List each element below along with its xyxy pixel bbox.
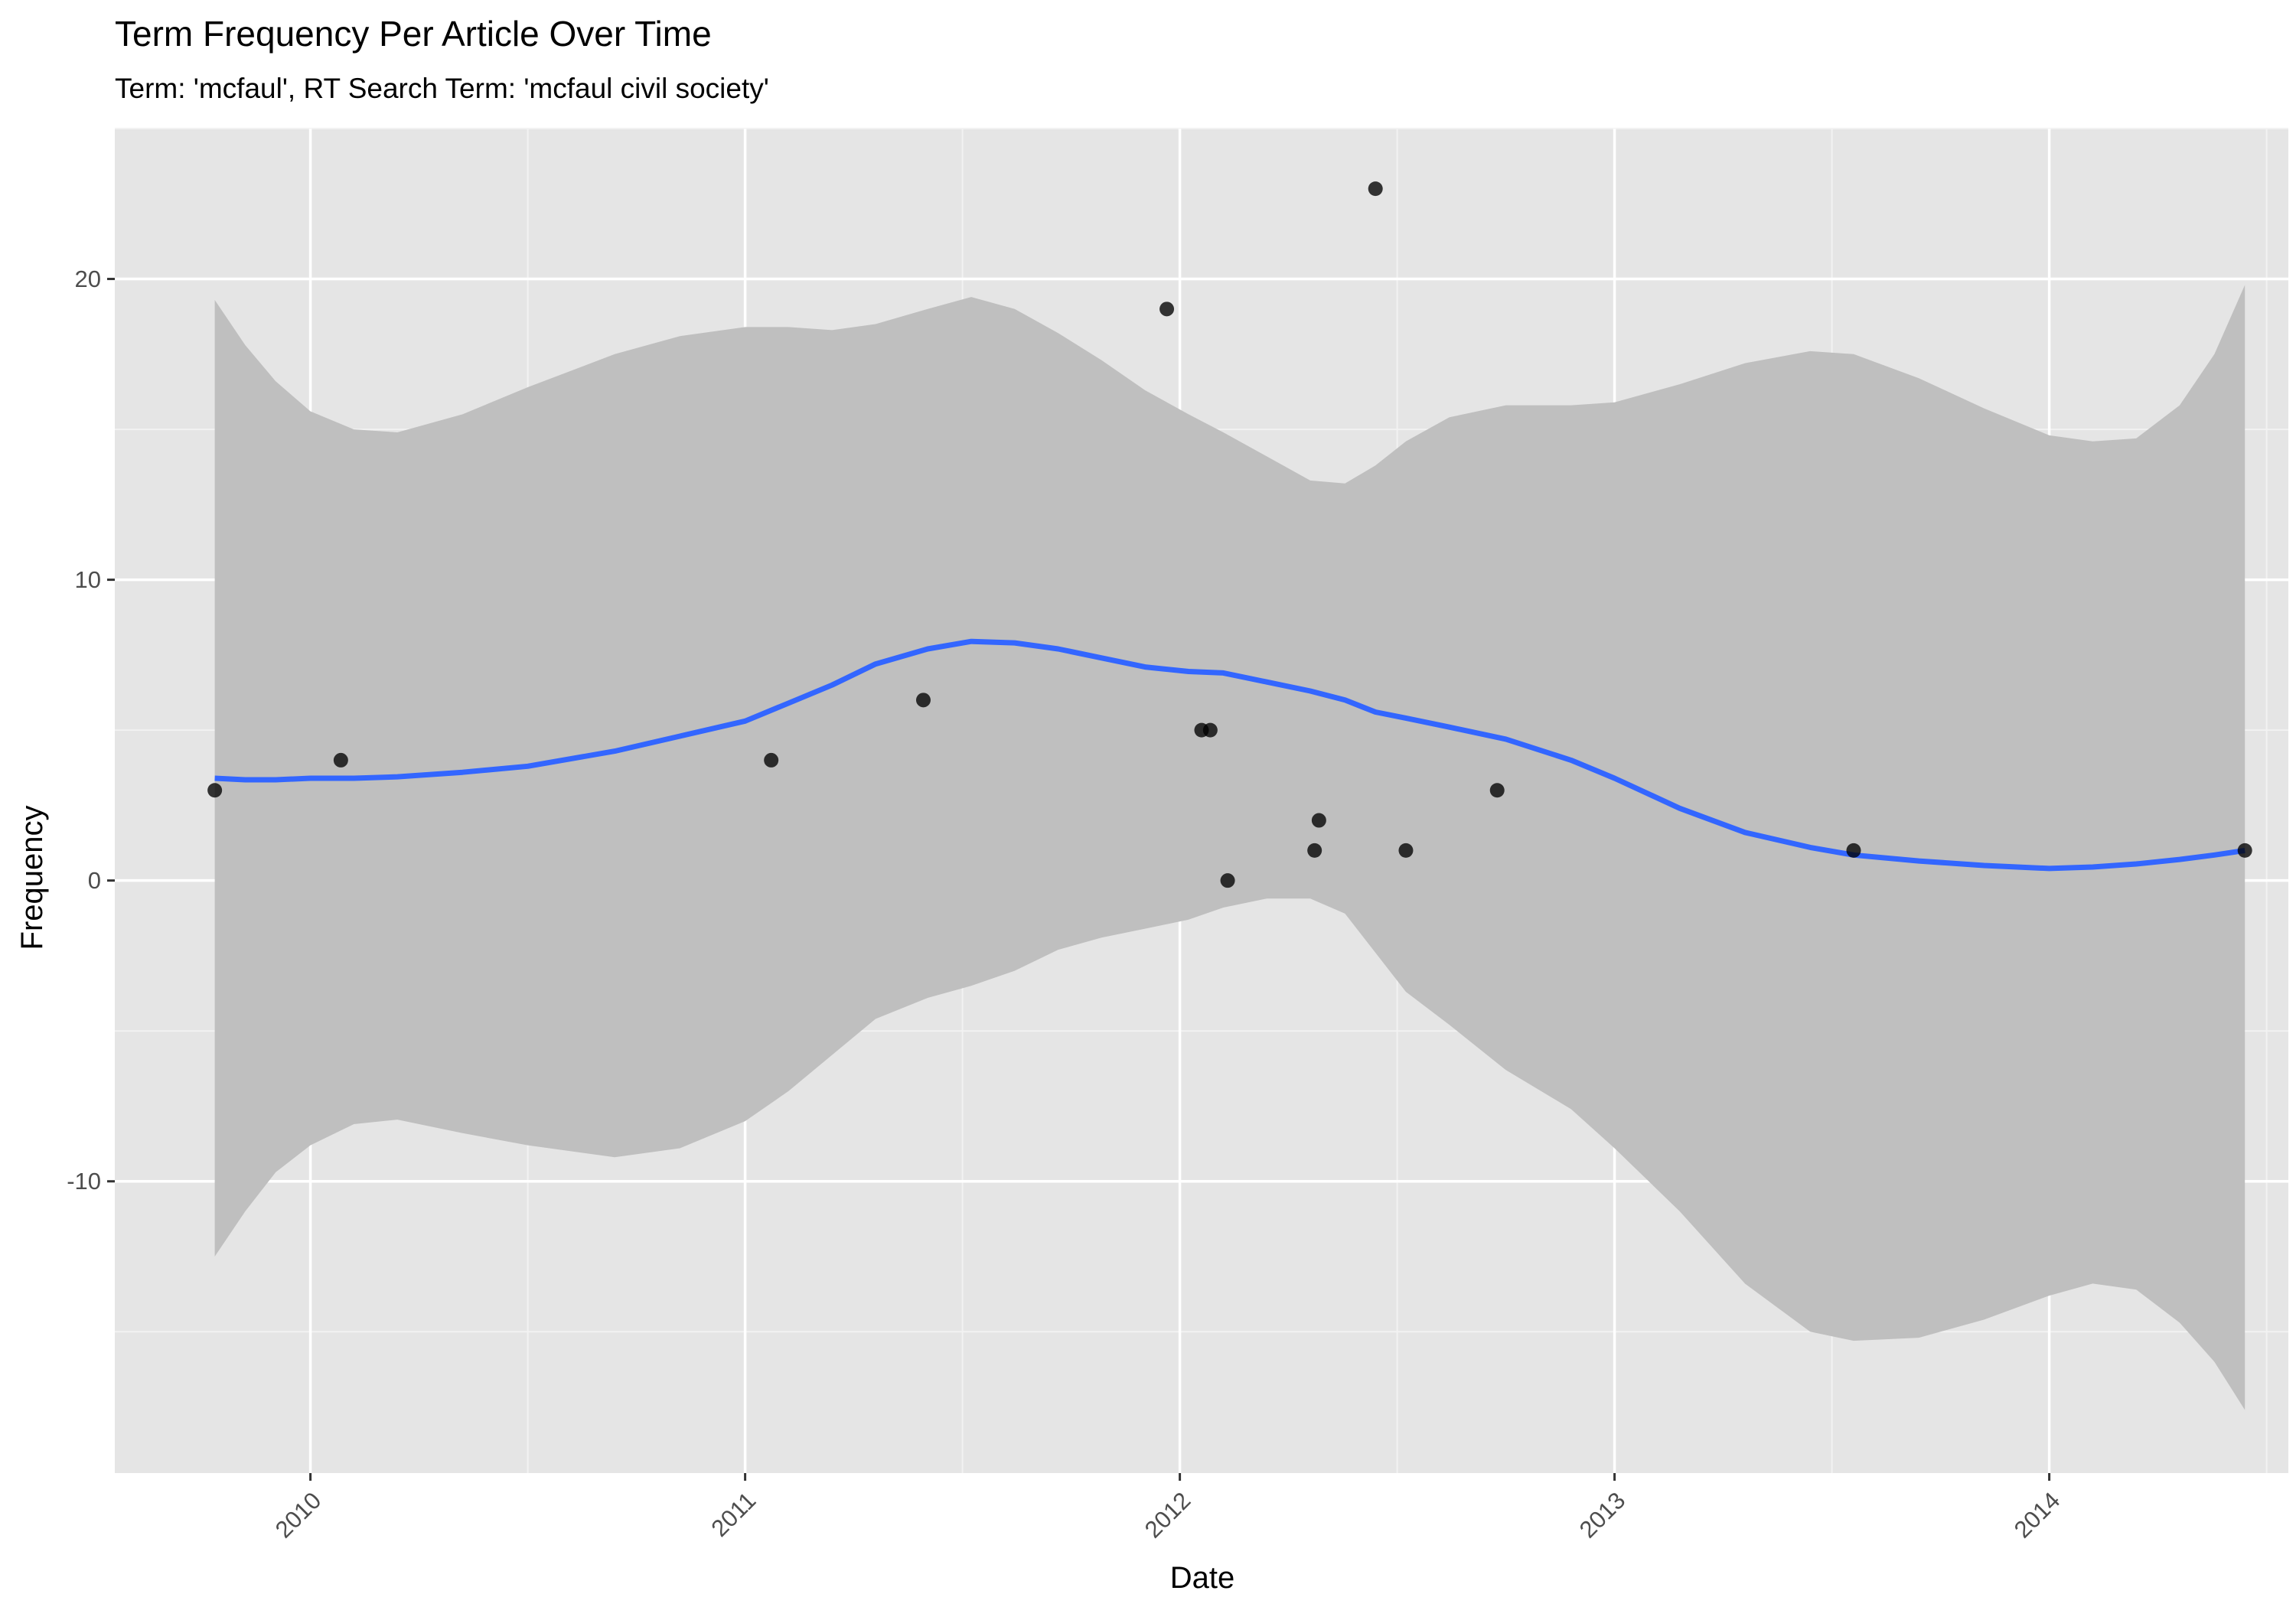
x-tick-label: 2012 [1140,1487,1196,1543]
x-axis-ticks: 2010 2011 2012 2013 2014 [270,1473,2066,1543]
chart-subtitle: Term: 'mcfaul', RT Search Term: 'mcfaul … [115,73,769,104]
x-tick-label: 2010 [270,1487,327,1543]
y-tick-label: -10 [67,1168,101,1195]
smooth-trend-line [214,638,2245,872]
data-point [1398,843,1414,858]
data-point [1489,783,1505,798]
data-point [1202,722,1218,738]
confidence-band [214,285,2245,1410]
y-axis-title: Frequency [15,806,49,950]
x-tick-label: 2013 [1574,1487,1631,1543]
data-point [1846,843,1861,858]
x-tick-label: 2014 [2009,1487,2066,1543]
y-tick-label: 20 [75,266,101,292]
data-point [1311,813,1326,828]
y-tick-label: 0 [88,867,101,894]
x-axis-title: Date [1170,1561,1235,1595]
x-tick-label: 2011 [706,1487,762,1542]
data-point [333,752,348,768]
y-axis-ticks: -10 0 10 20 [67,266,115,1195]
data-point [2237,843,2252,858]
data-points [207,181,2252,888]
data-point [1220,873,1235,888]
data-point [207,783,223,798]
data-point [915,693,931,708]
data-point [764,752,779,768]
chart-title: Term Frequency Per Article Over Time [115,14,712,54]
data-point [1307,843,1322,858]
data-point [1368,181,1383,197]
y-tick-label: 10 [75,566,101,593]
data-point [1159,302,1175,317]
